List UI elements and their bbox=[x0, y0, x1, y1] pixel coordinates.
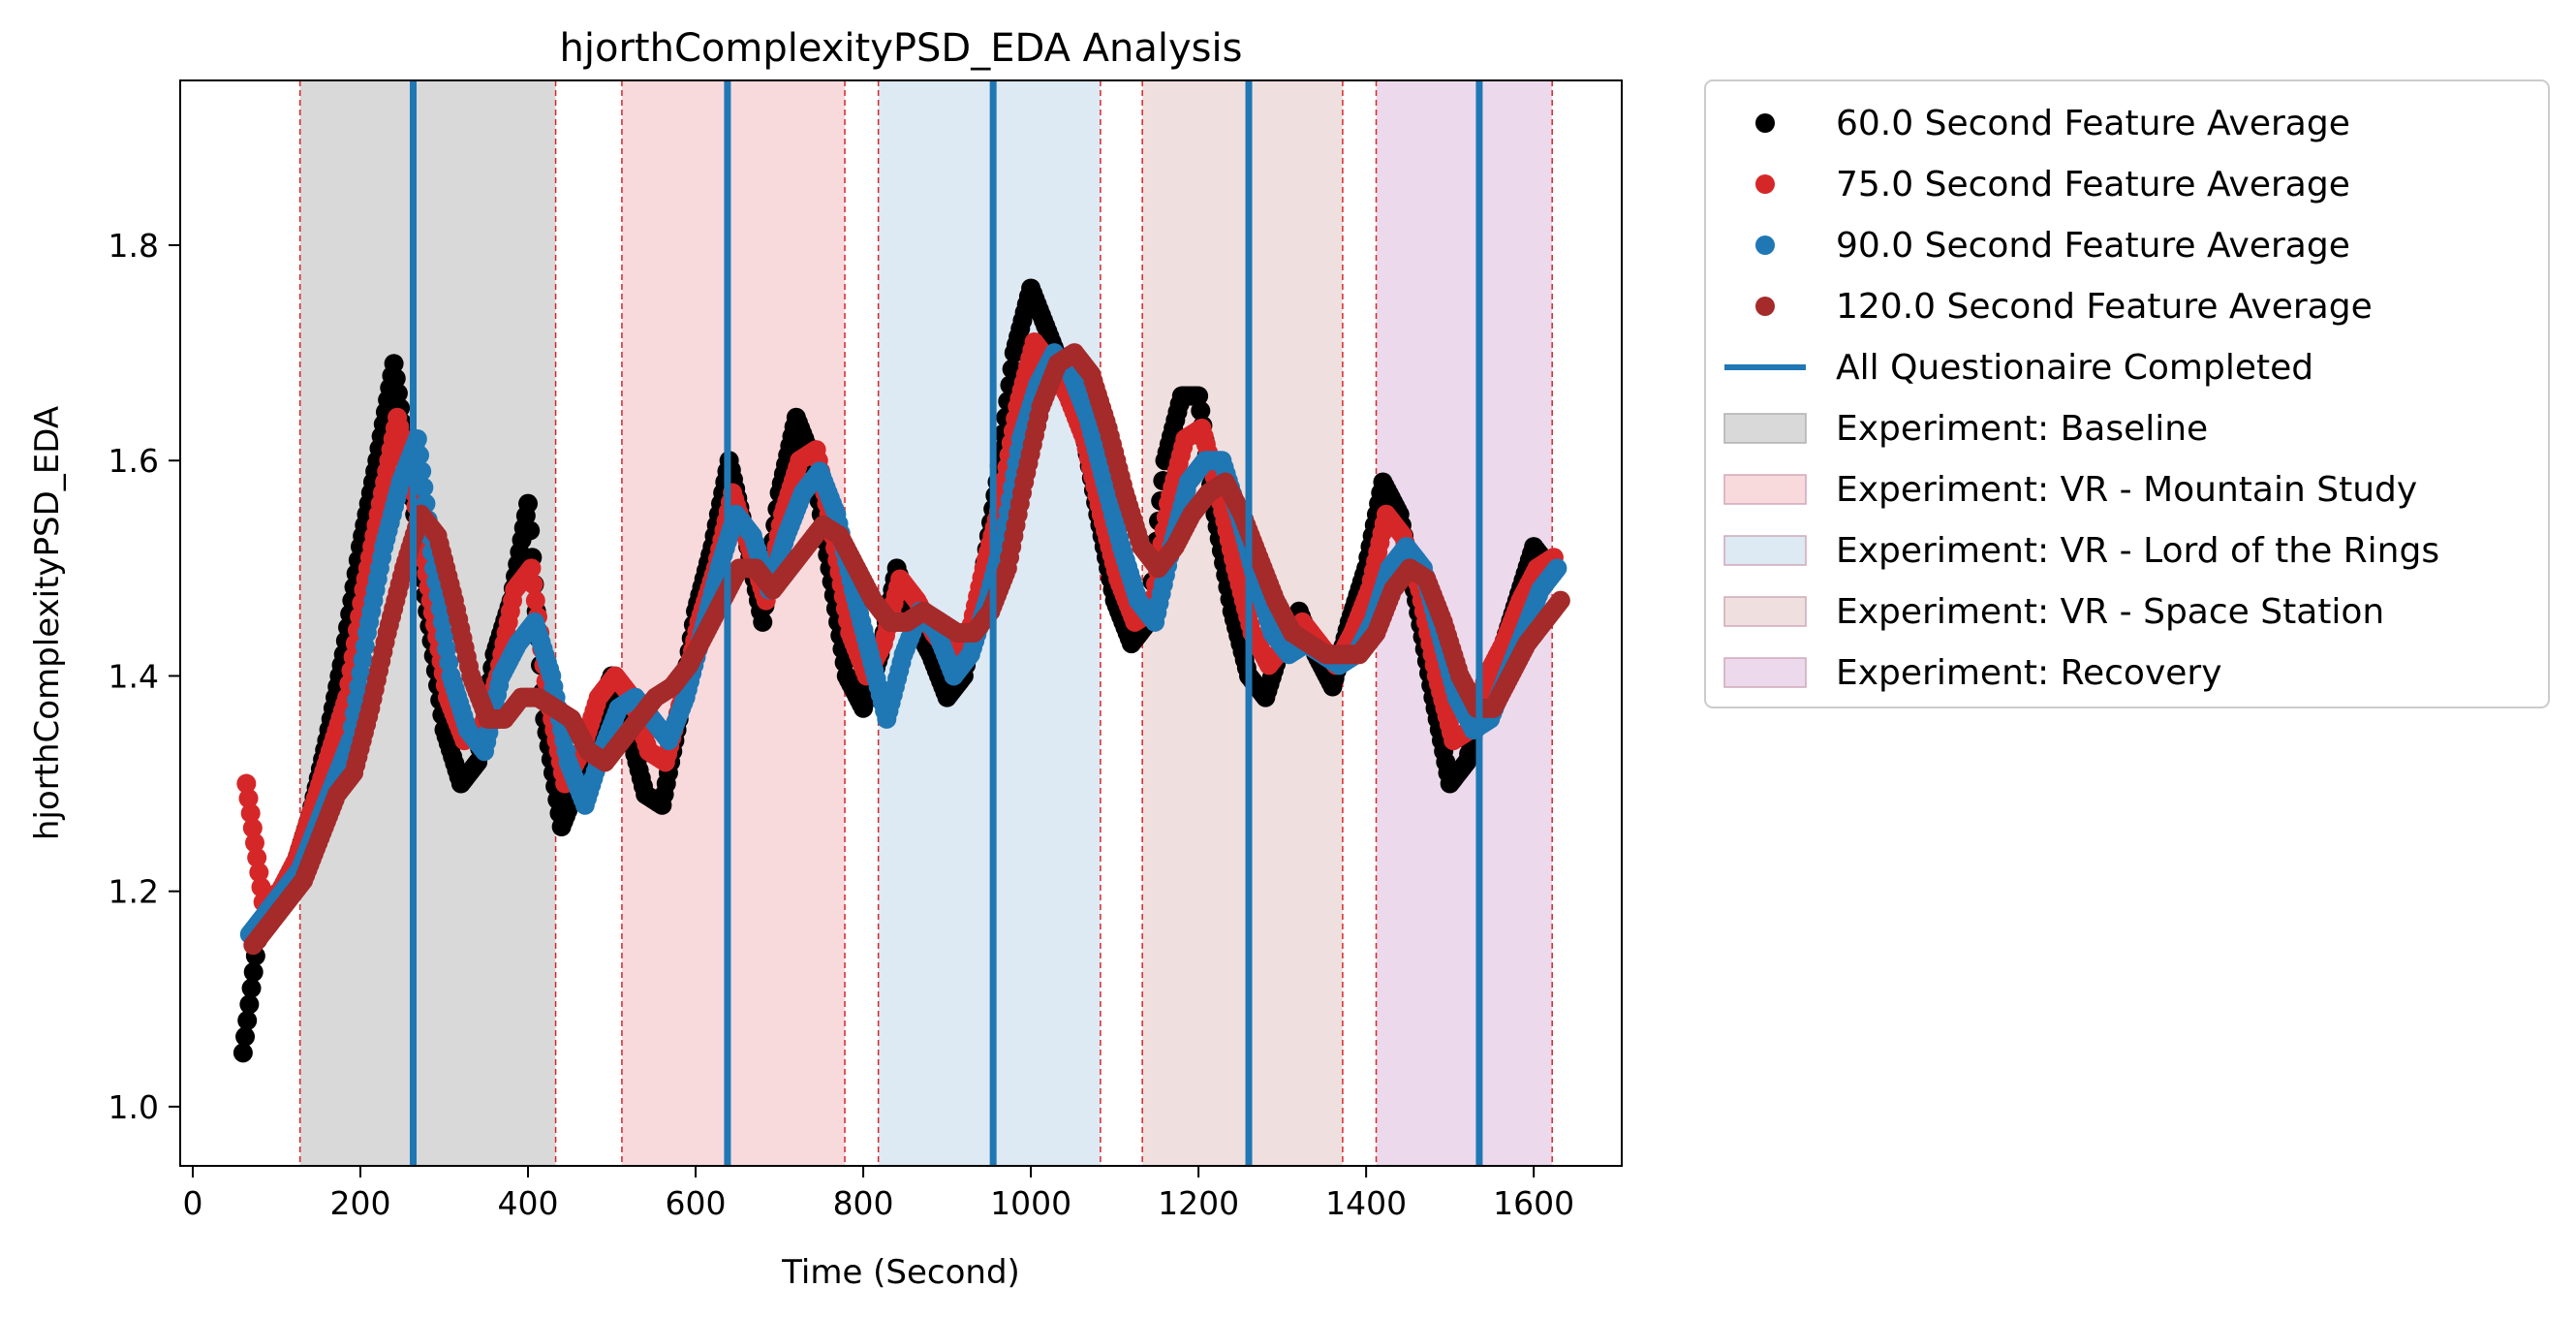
legend-label: 60.0 Second Feature Average bbox=[1836, 104, 2350, 143]
legend-label: 75.0 Second Feature Average bbox=[1836, 165, 2350, 204]
data-point bbox=[518, 493, 539, 514]
x-tick-label: 1600 bbox=[1493, 1184, 1574, 1222]
x-tick-label: 1400 bbox=[1325, 1184, 1407, 1222]
y-tick-label: 1.0 bbox=[109, 1088, 159, 1126]
data-point bbox=[1550, 590, 1570, 611]
data-point-interp bbox=[241, 978, 262, 998]
legend-label: Experiment: VR - Mountain Study bbox=[1836, 470, 2417, 510]
x-tick-label: 0 bbox=[182, 1184, 202, 1222]
y-axis-label: hjorthComplexityPSD_EDA bbox=[28, 406, 67, 840]
legend-item-8: Experiment: VR - Space Station bbox=[1723, 592, 2384, 632]
axis-ticks: 0 200 400 600 800 1000 1200 1400 1600 1.0 1.2 1.4 1.… bbox=[109, 227, 1575, 1222]
x-tick-label: 600 bbox=[666, 1184, 727, 1222]
phase-band-1 bbox=[621, 80, 846, 1166]
y-tick-label: 1.6 bbox=[109, 442, 159, 480]
data-point bbox=[753, 612, 773, 632]
legend-item-2: 90.0 Second Feature Average bbox=[1755, 226, 2350, 266]
x-axis-label: Time (Second) bbox=[781, 1253, 1020, 1292]
chart-title: hjorthComplexityPSD_EDA Analysis bbox=[560, 26, 1243, 71]
legend-item-6: Experiment: VR - Mountain Study bbox=[1723, 470, 2417, 510]
x-tick-label: 200 bbox=[330, 1184, 391, 1222]
data-point-interp bbox=[523, 575, 543, 594]
legend-frame bbox=[1704, 79, 2550, 708]
data-point-interp bbox=[240, 803, 261, 824]
legend-marker bbox=[1755, 236, 1775, 255]
data-point-interp bbox=[388, 383, 408, 403]
legend-label: Experiment: Recovery bbox=[1836, 653, 2222, 693]
legend-label: Experiment: Baseline bbox=[1836, 409, 2208, 449]
legend-label: Experiment: VR - Lord of the Rings bbox=[1836, 531, 2439, 571]
data-point-interp bbox=[386, 368, 406, 389]
data-point-interp bbox=[235, 1026, 256, 1047]
x-tick-label: 1200 bbox=[1158, 1184, 1239, 1222]
legend-item-3: 120.0 Second Feature Average bbox=[1755, 287, 2373, 327]
data-point-interp bbox=[525, 590, 545, 611]
legend-label: 120.0 Second Feature Average bbox=[1836, 287, 2373, 327]
y-tick-label: 1.2 bbox=[109, 873, 159, 911]
data-point-interp bbox=[1191, 400, 1211, 421]
x-tick-label: 400 bbox=[498, 1184, 559, 1222]
legend-item-4: All Questionaire Completed bbox=[1724, 348, 2313, 388]
legend-item-7: Experiment: VR - Lord of the Rings bbox=[1723, 531, 2439, 571]
x-tick-label: 800 bbox=[833, 1184, 894, 1222]
plot-frame bbox=[179, 79, 1623, 1167]
data-point bbox=[236, 773, 257, 794]
legend-item-1: 75.0 Second Feature Average bbox=[1755, 165, 2350, 204]
data-point-interp bbox=[237, 1011, 258, 1030]
legend-item-0: 60.0 Second Feature Average bbox=[1755, 104, 2350, 143]
legend-marker bbox=[1755, 174, 1775, 194]
legend-patch bbox=[1723, 474, 1807, 505]
data-point-interp bbox=[239, 994, 260, 1015]
legend-item-5: Experiment: Baseline bbox=[1723, 409, 2208, 449]
data-point-interp bbox=[243, 962, 264, 982]
data-point-interp bbox=[414, 478, 434, 497]
legend-item-9: Experiment: Recovery bbox=[1723, 653, 2222, 693]
y-tick-label: 1.8 bbox=[109, 227, 159, 265]
legend-patch bbox=[1723, 596, 1807, 627]
legend-marker bbox=[1755, 297, 1775, 316]
data-point bbox=[521, 558, 542, 579]
data-point bbox=[1189, 386, 1209, 406]
legend-patch bbox=[1723, 657, 1807, 688]
legend-marker bbox=[1755, 113, 1775, 133]
data-point bbox=[233, 1043, 253, 1063]
legend-label: All Questionaire Completed bbox=[1836, 348, 2313, 388]
questionnaire-lines bbox=[410, 80, 1483, 1166]
data-points bbox=[233, 278, 1570, 1063]
data-point bbox=[1547, 558, 1567, 579]
legend-patch bbox=[1723, 535, 1807, 566]
data-point-interp bbox=[247, 847, 267, 867]
data-point-interp bbox=[412, 461, 432, 482]
legend-label: Experiment: VR - Space Station bbox=[1836, 592, 2384, 632]
legend: 60.0 Second Feature Average 75.0 Second F… bbox=[1704, 79, 2550, 708]
data-point-interp bbox=[238, 788, 259, 808]
data-point-interp bbox=[520, 520, 541, 541]
y-tick-label: 1.4 bbox=[109, 657, 159, 695]
legend-label: 90.0 Second Feature Average bbox=[1836, 226, 2350, 266]
x-tick-label: 1000 bbox=[990, 1184, 1071, 1222]
data-point-interp bbox=[249, 863, 269, 883]
legend-patch bbox=[1723, 413, 1807, 444]
data-point-interp bbox=[242, 818, 263, 838]
data-point-interp bbox=[244, 832, 264, 853]
data-point bbox=[384, 354, 404, 374]
